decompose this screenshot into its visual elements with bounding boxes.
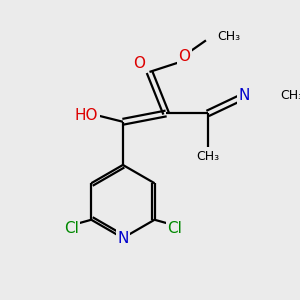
Text: CH₃: CH₃ <box>218 30 241 43</box>
Text: CH₃: CH₃ <box>280 89 300 102</box>
Text: O: O <box>178 50 190 64</box>
Text: Cl: Cl <box>64 220 79 236</box>
Text: N: N <box>117 230 129 245</box>
Text: N: N <box>238 88 250 103</box>
Text: CH₃: CH₃ <box>196 150 219 163</box>
Text: Cl: Cl <box>167 220 182 236</box>
Text: HO: HO <box>75 108 98 123</box>
Text: O: O <box>134 56 146 71</box>
